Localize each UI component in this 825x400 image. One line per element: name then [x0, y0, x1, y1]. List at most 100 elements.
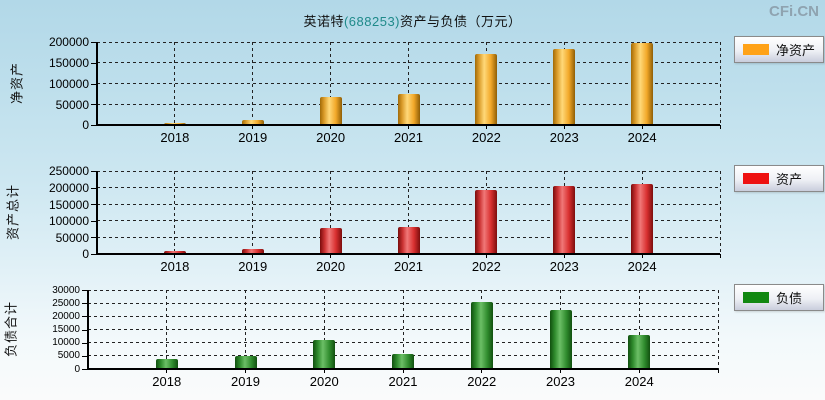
y-tick-mark: [91, 62, 97, 64]
gridline-v: [252, 42, 254, 125]
y-axis-line: [96, 42, 98, 126]
year-label-2023: 2023: [546, 374, 575, 389]
gridline-v: [174, 171, 176, 254]
gridline-v: [330, 171, 332, 254]
y-tick-label: 50000: [55, 230, 89, 245]
x-tick-mark: [330, 125, 332, 129]
year-label-2018: 2018: [160, 130, 190, 145]
bar-2018-total-assets: [163, 250, 186, 254]
y-axis-title-total-assets: 资产总计: [5, 183, 21, 241]
y-tick-label: 150000: [48, 56, 89, 71]
x-tick-mark: [323, 369, 325, 373]
y-tick-mark: [82, 329, 88, 331]
y-tick-mark: [91, 254, 97, 255]
legend-assets: 资产: [734, 165, 824, 192]
gridline-v: [402, 290, 404, 369]
bar-2018-total-liabilities: [155, 358, 178, 369]
title-suffix: 资产与负债（万元）: [400, 14, 522, 29]
x-tick-mark: [641, 125, 643, 129]
year-label-2023: 2023: [549, 130, 579, 145]
y-tick-label: 0: [74, 363, 80, 375]
bar-2020-total-assets: [319, 228, 342, 254]
y-tick-label: 150000: [48, 197, 89, 212]
x-axis-line: [87, 368, 718, 370]
year-label-2022: 2022: [467, 374, 497, 389]
x-tick-mark: [402, 369, 404, 373]
x-tick-mark: [252, 254, 254, 258]
bar-2019-net-assets: [241, 120, 264, 125]
y-tick-mark: [91, 42, 97, 43]
y-tick-mark: [91, 83, 97, 85]
year-label-2020: 2020: [309, 374, 339, 389]
y-tick-mark: [82, 369, 88, 370]
year-label-2019: 2019: [238, 130, 268, 145]
year-label-2024: 2024: [627, 130, 657, 145]
year-label-2021: 2021: [394, 130, 423, 145]
gridline-v: [719, 171, 721, 254]
x-tick-mark: [174, 125, 176, 129]
y-tick-mark: [91, 125, 97, 126]
y-tick-label: 100000: [48, 76, 89, 91]
y-tick-label: 250000: [48, 164, 89, 179]
gridline-v: [408, 171, 409, 254]
y-tick-mark: [91, 204, 97, 206]
bar-2024-net-assets: [631, 42, 654, 125]
gridline-v: [719, 42, 721, 125]
y-tick-mark: [91, 104, 97, 106]
y-tick-label: 15000: [52, 324, 80, 335]
y-tick-label: 200000: [48, 181, 89, 195]
year-label-2021: 2021: [388, 374, 418, 389]
legend-net-assets: 净资产: [734, 36, 824, 63]
bar-2023-total-liabilities: [549, 309, 572, 369]
legend-swatch-assets: [743, 173, 769, 184]
x-tick-mark: [245, 369, 246, 373]
legend-label-assets: 资产: [776, 172, 803, 187]
y-tick-label: 100000: [48, 214, 89, 229]
legend-label-net-assets: 净资产: [776, 43, 816, 58]
year-label-2020: 2020: [316, 259, 346, 274]
gridline-v: [252, 171, 254, 254]
legend-liabilities: 负债: [734, 284, 824, 311]
y-tick-label: 5000: [57, 350, 80, 362]
y-axis-line: [96, 171, 98, 255]
year-label-2023: 2023: [549, 259, 579, 274]
year-label-2024: 2024: [627, 259, 657, 274]
year-label-2021: 2021: [394, 259, 423, 274]
year-label-2019: 2019: [231, 374, 260, 389]
gridline-v: [174, 42, 176, 125]
year-label-2018: 2018: [152, 374, 182, 389]
bar-2022-total-liabilities: [470, 301, 493, 369]
legend-swatch-liabilities: [743, 292, 769, 303]
bar-2023-net-assets: [553, 48, 576, 125]
y-tick-mark: [82, 290, 88, 291]
y-tick-label: 20000: [52, 310, 80, 322]
bar-2019-total-assets: [241, 249, 264, 254]
y-tick-mark: [91, 220, 97, 222]
y-axis-title-total-liabilities: 负债合计: [3, 300, 19, 358]
y-tick-mark: [91, 187, 97, 189]
x-tick-mark: [719, 254, 721, 258]
x-tick-mark: [408, 125, 409, 129]
y-tick-mark: [82, 316, 88, 318]
y-axis-title-net-assets: 净资产: [9, 61, 25, 105]
bar-2024-total-liabilities: [628, 334, 651, 369]
bar-2021-total-assets: [397, 227, 420, 254]
gridline-v: [166, 290, 168, 369]
x-tick-mark: [560, 369, 561, 373]
legend-label-liabilities: 负债: [776, 291, 803, 306]
bar-2020-total-liabilities: [313, 339, 336, 369]
gridline-v: [717, 290, 719, 369]
y-tick-label: 30000: [52, 284, 80, 296]
bar-2018-net-assets: [163, 122, 186, 125]
x-axis-line: [96, 253, 720, 255]
x-tick-mark: [563, 125, 565, 129]
gridline-v: [245, 290, 246, 369]
x-tick-mark: [166, 369, 168, 373]
bar-2020-net-assets: [319, 96, 342, 125]
x-tick-mark: [641, 254, 643, 258]
y-tick-label: 25000: [52, 297, 80, 309]
year-label-2024: 2024: [624, 374, 654, 389]
bar-2022-total-assets: [475, 189, 498, 254]
y-tick-label: 10000: [52, 337, 80, 349]
